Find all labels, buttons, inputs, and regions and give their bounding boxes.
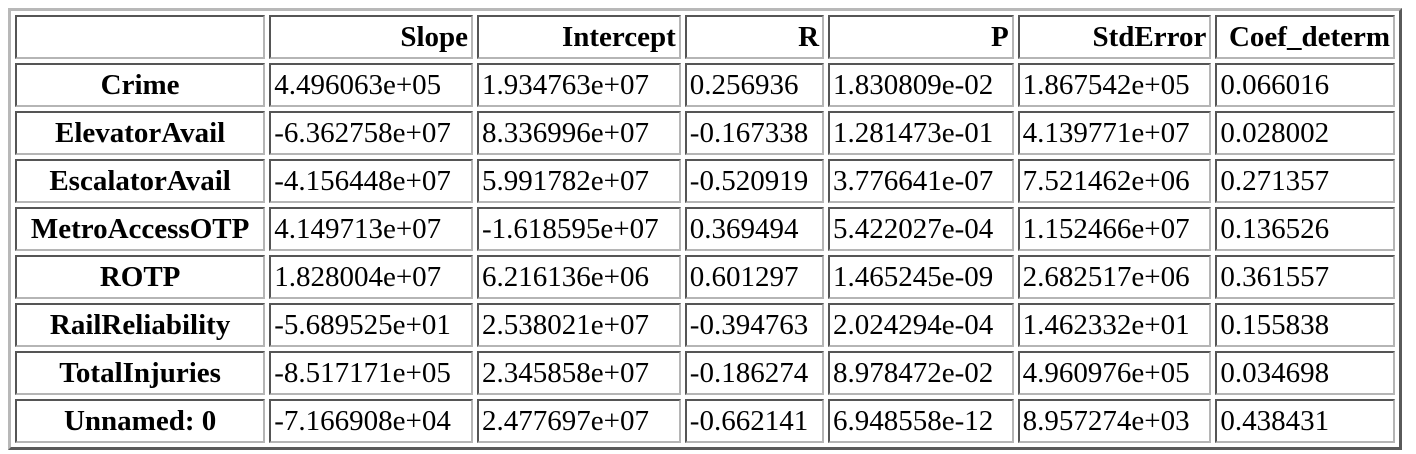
table-row: Crime 4.496063e+05 1.934763e+07 0.256936… [15, 63, 1395, 107]
row-label: MetroAccessOTP [15, 207, 266, 251]
cell-stderror: 4.960976e+05 [1017, 351, 1212, 395]
cell-r: 0.256936 [684, 63, 825, 107]
cell-intercept: 6.216136e+06 [477, 255, 681, 299]
row-label: Crime [15, 63, 266, 107]
row-label: TotalInjuries [15, 351, 266, 395]
cell-coef-determ: 0.136526 [1215, 207, 1395, 251]
cell-slope: -4.156448e+07 [269, 159, 473, 203]
cell-coef-determ: 0.438431 [1215, 399, 1395, 443]
regression-stats-table: Slope Intercept R P StdError Coef_determ… [8, 8, 1402, 450]
cell-r: -0.394763 [684, 303, 825, 347]
cell-p: 1.830809e-02 [828, 63, 1014, 107]
row-label: EscalatorAvail [15, 159, 266, 203]
cell-coef-determ: 0.028002 [1215, 111, 1395, 155]
cell-stderror: 7.521462e+06 [1017, 159, 1212, 203]
cell-p: 8.978472e-02 [828, 351, 1014, 395]
cell-intercept: 2.538021e+07 [477, 303, 681, 347]
header-stderror: StdError [1017, 15, 1212, 59]
cell-stderror: 1.867542e+05 [1017, 63, 1212, 107]
table-row: MetroAccessOTP 4.149713e+07 -1.618595e+0… [15, 207, 1395, 251]
row-label: ROTP [15, 255, 266, 299]
cell-r: -0.662141 [684, 399, 825, 443]
cell-p: 3.776641e-07 [828, 159, 1014, 203]
cell-slope: -8.517171e+05 [269, 351, 473, 395]
cell-slope: -5.689525e+01 [269, 303, 473, 347]
cell-intercept: 2.345858e+07 [477, 351, 681, 395]
cell-stderror: 1.462332e+01 [1017, 303, 1212, 347]
cell-intercept: 1.934763e+07 [477, 63, 681, 107]
cell-coef-determ: 0.271357 [1215, 159, 1395, 203]
header-intercept: Intercept [477, 15, 681, 59]
cell-intercept: -1.618595e+07 [477, 207, 681, 251]
cell-p: 1.281473e-01 [828, 111, 1014, 155]
cell-r: -0.520919 [684, 159, 825, 203]
header-slope: Slope [269, 15, 473, 59]
table-row: TotalInjuries -8.517171e+05 2.345858e+07… [15, 351, 1395, 395]
table-row: Unnamed: 0 -7.166908e+04 2.477697e+07 -0… [15, 399, 1395, 443]
header-coef-determ: Coef_determ [1215, 15, 1395, 59]
cell-r: 0.601297 [684, 255, 825, 299]
cell-p: 6.948558e-12 [828, 399, 1014, 443]
cell-coef-determ: 0.066016 [1215, 63, 1395, 107]
cell-slope: 4.496063e+05 [269, 63, 473, 107]
cell-slope: -6.362758e+07 [269, 111, 473, 155]
cell-stderror: 4.139771e+07 [1017, 111, 1212, 155]
cell-stderror: 1.152466e+07 [1017, 207, 1212, 251]
cell-r: -0.186274 [684, 351, 825, 395]
header-p: P [828, 15, 1014, 59]
header-r: R [684, 15, 825, 59]
regression-table-container: Slope Intercept R P StdError Coef_determ… [8, 8, 1402, 450]
cell-intercept: 8.336996e+07 [477, 111, 681, 155]
cell-coef-determ: 0.155838 [1215, 303, 1395, 347]
row-label: RailReliability [15, 303, 266, 347]
cell-p: 1.465245e-09 [828, 255, 1014, 299]
cell-stderror: 8.957274e+03 [1017, 399, 1212, 443]
table-row: RailReliability -5.689525e+01 2.538021e+… [15, 303, 1395, 347]
table-row: ROTP 1.828004e+07 6.216136e+06 0.601297 … [15, 255, 1395, 299]
cell-coef-determ: 0.361557 [1215, 255, 1395, 299]
cell-intercept: 2.477697e+07 [477, 399, 681, 443]
cell-stderror: 2.682517e+06 [1017, 255, 1212, 299]
cell-r: 0.369494 [684, 207, 825, 251]
cell-p: 2.024294e-04 [828, 303, 1014, 347]
table-row: EscalatorAvail -4.156448e+07 5.991782e+0… [15, 159, 1395, 203]
cell-slope: 4.149713e+07 [269, 207, 473, 251]
row-label: Unnamed: 0 [15, 399, 266, 443]
cell-p: 5.422027e-04 [828, 207, 1014, 251]
header-row: Slope Intercept R P StdError Coef_determ [15, 15, 1395, 59]
cell-intercept: 5.991782e+07 [477, 159, 681, 203]
row-label: ElevatorAvail [15, 111, 266, 155]
cell-coef-determ: 0.034698 [1215, 351, 1395, 395]
cell-r: -0.167338 [684, 111, 825, 155]
cell-slope: -7.166908e+04 [269, 399, 473, 443]
cell-slope: 1.828004e+07 [269, 255, 473, 299]
header-corner [15, 15, 266, 59]
table-row: ElevatorAvail -6.362758e+07 8.336996e+07… [15, 111, 1395, 155]
